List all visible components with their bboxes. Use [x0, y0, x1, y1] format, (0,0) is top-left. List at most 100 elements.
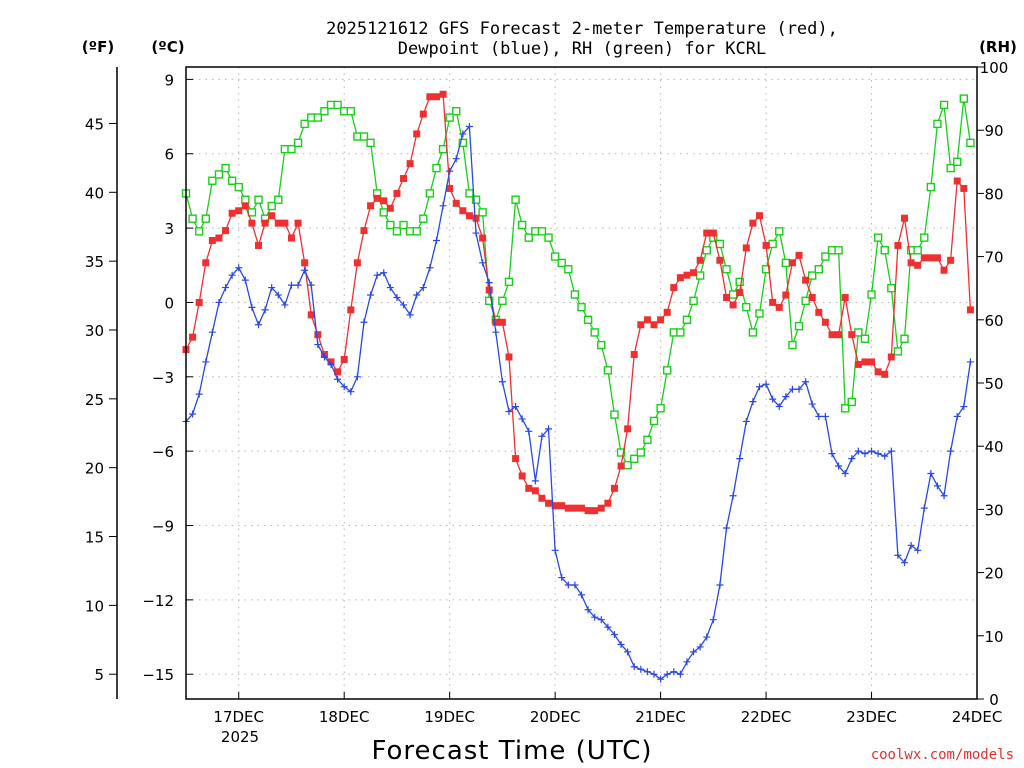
dewpoint-point [413, 291, 421, 299]
rh-point [471, 195, 481, 204]
y-tick-label-rh: 80 [984, 185, 1003, 203]
temperature-point [459, 207, 467, 215]
temperature-point [782, 291, 790, 299]
rh-point [808, 271, 817, 280]
temperature-point [676, 274, 684, 282]
rh-point [794, 321, 804, 331]
dewpoint-point [255, 321, 263, 329]
series-layer [181, 90, 975, 683]
temperature-point [960, 184, 968, 192]
temperature-point [208, 236, 216, 244]
y-tick-label-c: −15 [142, 666, 174, 684]
dewpoint-point [624, 648, 632, 656]
temperature-point [723, 293, 731, 301]
x-tick-label: 20DEC [530, 708, 581, 726]
temperature-point [274, 219, 282, 227]
dewpoint-point [498, 378, 506, 386]
rh-point [583, 315, 593, 324]
dewpoint-point [762, 380, 770, 388]
temperature-point [591, 507, 599, 515]
dewpoint-point [538, 432, 546, 440]
dewpoint-point [545, 425, 553, 433]
temperature-point [584, 507, 592, 515]
x-tick-label: 19DEC [424, 708, 475, 726]
rh-point [557, 258, 566, 268]
dewpoint-point [485, 279, 493, 287]
y-tick-label-c: −6 [152, 443, 174, 461]
temperature-point [301, 259, 309, 267]
dewpoint-point [940, 492, 948, 500]
rh-point [313, 113, 323, 122]
y-tick-label-f: 20 [85, 460, 104, 478]
temperature-point [643, 316, 651, 324]
temperature-point [512, 455, 520, 463]
rh-point [926, 182, 936, 192]
y-tick-label-rh: 60 [984, 312, 1003, 330]
dewpoint-point [268, 284, 276, 292]
temperature-point [808, 293, 816, 301]
temperature-point [881, 370, 889, 378]
rh-point [432, 163, 441, 173]
temperature-point [742, 244, 750, 252]
temperature-point [340, 355, 348, 363]
dewpoint-point [360, 318, 368, 326]
dewpoint-point [828, 450, 836, 458]
rh-point [847, 397, 856, 407]
temperature-point [558, 502, 566, 510]
dewpoint-point [426, 264, 434, 272]
temperature-point [947, 256, 955, 264]
rh-point [920, 233, 929, 242]
dewpoint-point [953, 412, 961, 420]
rh-point [188, 214, 197, 223]
rh-point [452, 107, 461, 116]
rh-point [346, 107, 355, 116]
rh-point [412, 227, 421, 236]
temperature-point [914, 261, 922, 269]
y-tick-label-rh: 100 [980, 59, 1009, 77]
rh-point [630, 454, 639, 464]
rh-point [887, 284, 896, 293]
axis-ticks [109, 66, 984, 700]
temperature-point [933, 254, 941, 262]
dewpoint-point [248, 303, 256, 311]
dewpoint-point [558, 574, 566, 582]
y-tick-label-f: 35 [85, 253, 104, 271]
temperature-point [413, 130, 421, 138]
rh-point [748, 328, 758, 337]
rh-point [458, 138, 468, 148]
y-tick-label-rh: 10 [984, 628, 1003, 646]
dewpoint-point [874, 450, 882, 458]
dewpoint-point [841, 469, 849, 477]
dewpoint-point [564, 581, 572, 589]
temperature-point [518, 472, 526, 480]
dewpoint-point [920, 504, 928, 512]
temperature-point [287, 234, 295, 242]
x-tick-label: 17DEC [213, 708, 264, 726]
rh-point [735, 277, 744, 287]
temperature-point [749, 219, 757, 227]
temperature-point [802, 276, 810, 284]
dewpoint-point [881, 452, 889, 460]
dewpoint-point [380, 269, 388, 277]
temperature-point [268, 212, 276, 220]
rh-point [893, 347, 903, 356]
temperature-point [927, 254, 935, 262]
dewpoint-point [723, 524, 731, 532]
rh-point [517, 220, 527, 230]
dewpoint-point [887, 447, 895, 455]
dewpoint-point [512, 403, 520, 411]
dewpoint-point [465, 122, 473, 130]
temperature-point [492, 318, 500, 326]
temperature-point [400, 175, 408, 183]
dewpoint-point [208, 328, 216, 336]
dewpoint-point [966, 358, 974, 366]
dewpoint-point [808, 400, 816, 408]
dewpoint-point [637, 665, 645, 673]
rh-point [840, 404, 850, 413]
rh-point [485, 296, 494, 306]
dewpoint-point [683, 658, 691, 666]
rh-point [392, 227, 402, 236]
rh-point [867, 290, 876, 299]
rh-point [742, 302, 751, 312]
